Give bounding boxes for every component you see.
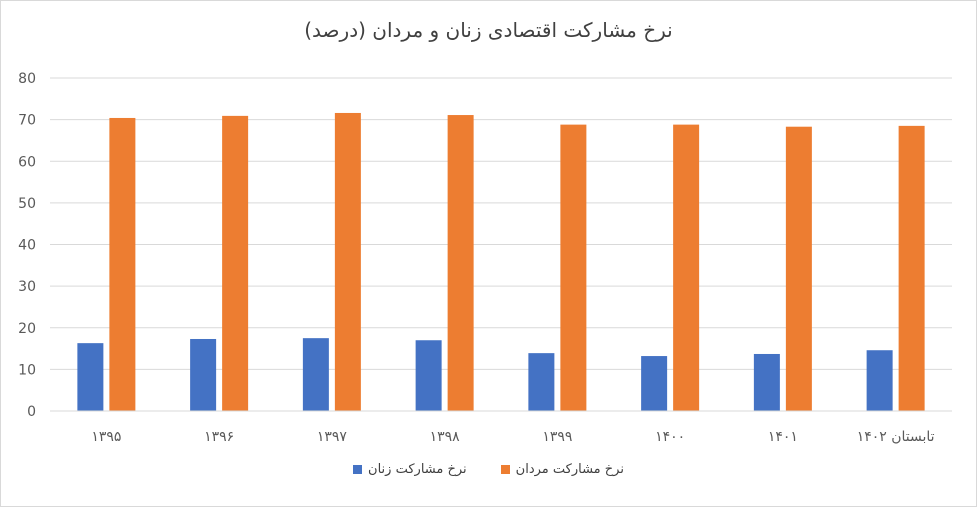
bar-women-3 xyxy=(415,340,442,411)
bar-women-5 xyxy=(641,356,668,411)
bar-men-2 xyxy=(334,112,361,411)
y-tick-label: 70 xyxy=(18,113,36,129)
y-tick-label: 40 xyxy=(18,238,36,254)
bar-men-0 xyxy=(109,117,136,412)
x-axis-ticks: ۱۳۹۵ ۱۳۹۶ ۱۳۹۷ ۱۳۹۸ ۱۳۹۹ ۱۴۰۰ ۱۴۰۱ تابستان ۱۴۰۲ xyxy=(91,429,934,445)
bar-men-6 xyxy=(785,126,812,412)
y-tick-label: 0 xyxy=(27,404,36,420)
bar-men-3 xyxy=(447,115,474,411)
chart-title: نرخ مشارکت اقتصادی زنان و مردان (درصد) xyxy=(304,18,673,42)
legend-item-men: نرخ مشارکت مردان xyxy=(500,462,624,477)
legend: نرخ مشارکت زنان نرخ مشارکت مردان xyxy=(0,462,977,477)
y-tick-label: 50 xyxy=(18,196,36,212)
legend-swatch-women xyxy=(353,465,363,474)
bar-men-4 xyxy=(560,124,587,412)
x-tick-label: ۱۴۰۱ xyxy=(768,429,798,445)
bar-women-4 xyxy=(528,353,555,411)
x-tick-label: ۱۳۹۷ xyxy=(317,429,348,445)
legend-swatch-men xyxy=(500,465,510,474)
x-tick-label: ۱۳۹۹ xyxy=(542,429,572,445)
bar-women-7 xyxy=(866,350,893,411)
y-tick-label: 30 xyxy=(18,279,36,295)
y-tick-label: 20 xyxy=(18,321,36,337)
y-axis-ticks: 0 10 20 30 40 50 60 70 80 xyxy=(18,71,36,420)
legend-item-women: نرخ مشارکت زنان xyxy=(353,462,467,477)
bar-women-6 xyxy=(753,353,780,411)
y-tick-label: 60 xyxy=(18,154,36,170)
bar-women-0 xyxy=(77,343,104,411)
bars xyxy=(77,112,925,412)
y-tick-label: 10 xyxy=(18,362,36,378)
bar-men-1 xyxy=(222,115,249,411)
x-tick-label: ۱۳۹۸ xyxy=(430,429,461,445)
bar-women-1 xyxy=(190,338,217,411)
gridlines xyxy=(50,77,952,370)
legend-label-men: نرخ مشارکت مردان xyxy=(515,462,624,477)
bar-men-7 xyxy=(898,125,925,412)
y-tick-label: 80 xyxy=(18,71,36,87)
bar-men-5 xyxy=(673,124,700,412)
bar-women-2 xyxy=(302,338,329,411)
x-tick-label: تابستان ۱۴۰۲ xyxy=(857,429,935,445)
x-tick-label: ۱۳۹۵ xyxy=(91,429,121,445)
x-tick-label: ۱۴۰۰ xyxy=(655,429,685,445)
x-tick-label: ۱۳۹۶ xyxy=(204,429,234,445)
legend-label-women: نرخ مشارکت زنان xyxy=(368,462,467,477)
